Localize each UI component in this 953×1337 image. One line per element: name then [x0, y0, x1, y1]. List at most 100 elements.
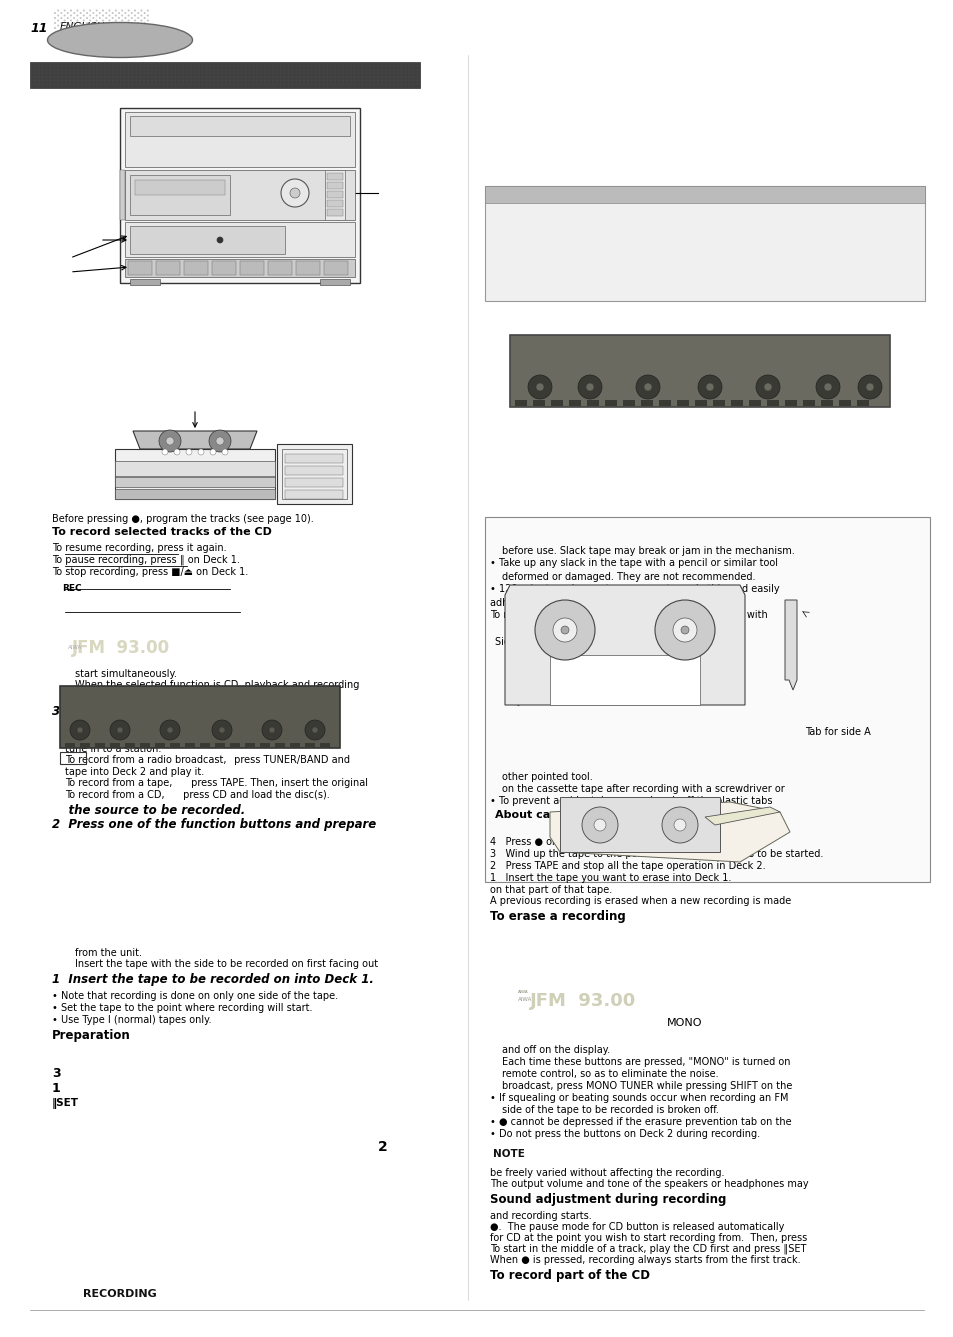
- Circle shape: [104, 66, 106, 67]
- Circle shape: [210, 70, 211, 71]
- Circle shape: [65, 72, 67, 75]
- Circle shape: [100, 76, 102, 78]
- Circle shape: [365, 76, 367, 78]
- Circle shape: [279, 76, 281, 78]
- Bar: [285, 489, 343, 499]
- Circle shape: [64, 9, 66, 12]
- Circle shape: [307, 83, 309, 84]
- Circle shape: [314, 66, 316, 67]
- Circle shape: [240, 72, 242, 75]
- Circle shape: [108, 63, 110, 64]
- Circle shape: [197, 63, 199, 64]
- Text: To stop recording, press ■/⏏ on Deck 1.: To stop recording, press ■/⏏ on Deck 1.: [52, 567, 248, 578]
- Circle shape: [147, 72, 149, 75]
- Circle shape: [92, 70, 94, 71]
- Circle shape: [303, 66, 304, 67]
- Circle shape: [118, 27, 120, 29]
- Circle shape: [229, 80, 231, 82]
- Circle shape: [202, 66, 203, 67]
- Bar: [110, 743, 120, 747]
- Circle shape: [354, 70, 355, 71]
- Circle shape: [412, 66, 414, 67]
- Circle shape: [46, 80, 48, 82]
- Bar: [80, 743, 90, 747]
- Circle shape: [314, 80, 316, 82]
- Text: Side A: Side A: [495, 636, 525, 647]
- Bar: [510, 336, 889, 406]
- Circle shape: [385, 63, 386, 64]
- Circle shape: [268, 76, 270, 78]
- Circle shape: [357, 63, 359, 64]
- Circle shape: [70, 80, 71, 82]
- Circle shape: [112, 72, 113, 75]
- Circle shape: [193, 70, 195, 71]
- Circle shape: [346, 63, 347, 64]
- Circle shape: [412, 70, 414, 71]
- Circle shape: [112, 83, 113, 84]
- Circle shape: [34, 70, 35, 71]
- Polygon shape: [550, 802, 789, 862]
- Circle shape: [412, 76, 414, 78]
- Circle shape: [193, 83, 195, 84]
- Circle shape: [57, 83, 59, 84]
- Text: • Set the tape to the point where recording will start.: • Set the tape to the point where record…: [52, 1003, 313, 1013]
- Circle shape: [131, 17, 132, 19]
- Circle shape: [70, 76, 71, 78]
- Circle shape: [197, 80, 199, 82]
- Circle shape: [167, 63, 168, 64]
- Circle shape: [190, 72, 192, 75]
- Circle shape: [202, 70, 203, 71]
- Circle shape: [67, 17, 69, 19]
- Circle shape: [275, 72, 277, 75]
- Circle shape: [124, 63, 125, 64]
- Circle shape: [393, 66, 395, 67]
- Circle shape: [369, 66, 371, 67]
- Circle shape: [256, 70, 257, 71]
- Circle shape: [186, 80, 188, 82]
- Circle shape: [140, 15, 142, 16]
- Circle shape: [96, 70, 98, 71]
- Circle shape: [73, 27, 75, 29]
- Text: and off on the display.: and off on the display.: [501, 1046, 610, 1055]
- Circle shape: [143, 66, 145, 67]
- Circle shape: [133, 15, 136, 16]
- Circle shape: [338, 66, 339, 67]
- Circle shape: [311, 63, 313, 64]
- Circle shape: [65, 70, 67, 71]
- Circle shape: [373, 66, 375, 67]
- Circle shape: [240, 66, 242, 67]
- Circle shape: [121, 20, 123, 21]
- Text: MONO: MONO: [666, 1017, 702, 1028]
- Circle shape: [755, 374, 780, 398]
- Circle shape: [303, 80, 304, 82]
- Circle shape: [240, 80, 242, 82]
- Circle shape: [217, 70, 219, 71]
- Text: Insert the tape with the side to be recorded on first facing out: Insert the tape with the side to be reco…: [75, 959, 377, 969]
- Circle shape: [350, 70, 352, 71]
- Circle shape: [283, 80, 285, 82]
- Circle shape: [50, 66, 51, 67]
- Circle shape: [299, 72, 300, 75]
- Circle shape: [210, 83, 211, 84]
- Circle shape: [857, 374, 882, 398]
- Circle shape: [303, 76, 304, 78]
- Circle shape: [139, 66, 141, 67]
- Circle shape: [299, 63, 300, 64]
- Circle shape: [268, 66, 270, 67]
- Circle shape: [144, 17, 146, 19]
- Circle shape: [229, 70, 231, 71]
- Bar: [319, 279, 350, 285]
- Text: adhesive tape, etc.: adhesive tape, etc.: [490, 598, 583, 608]
- Circle shape: [77, 83, 78, 84]
- Circle shape: [57, 20, 59, 21]
- Text: Tab for side A: Tab for side A: [804, 727, 870, 737]
- Circle shape: [85, 70, 87, 71]
- Circle shape: [116, 66, 117, 67]
- Circle shape: [100, 70, 102, 71]
- Circle shape: [92, 76, 94, 78]
- Text: 1: 1: [52, 1082, 61, 1095]
- Circle shape: [133, 24, 136, 27]
- Bar: [730, 400, 742, 406]
- Circle shape: [104, 80, 106, 82]
- Circle shape: [124, 70, 125, 71]
